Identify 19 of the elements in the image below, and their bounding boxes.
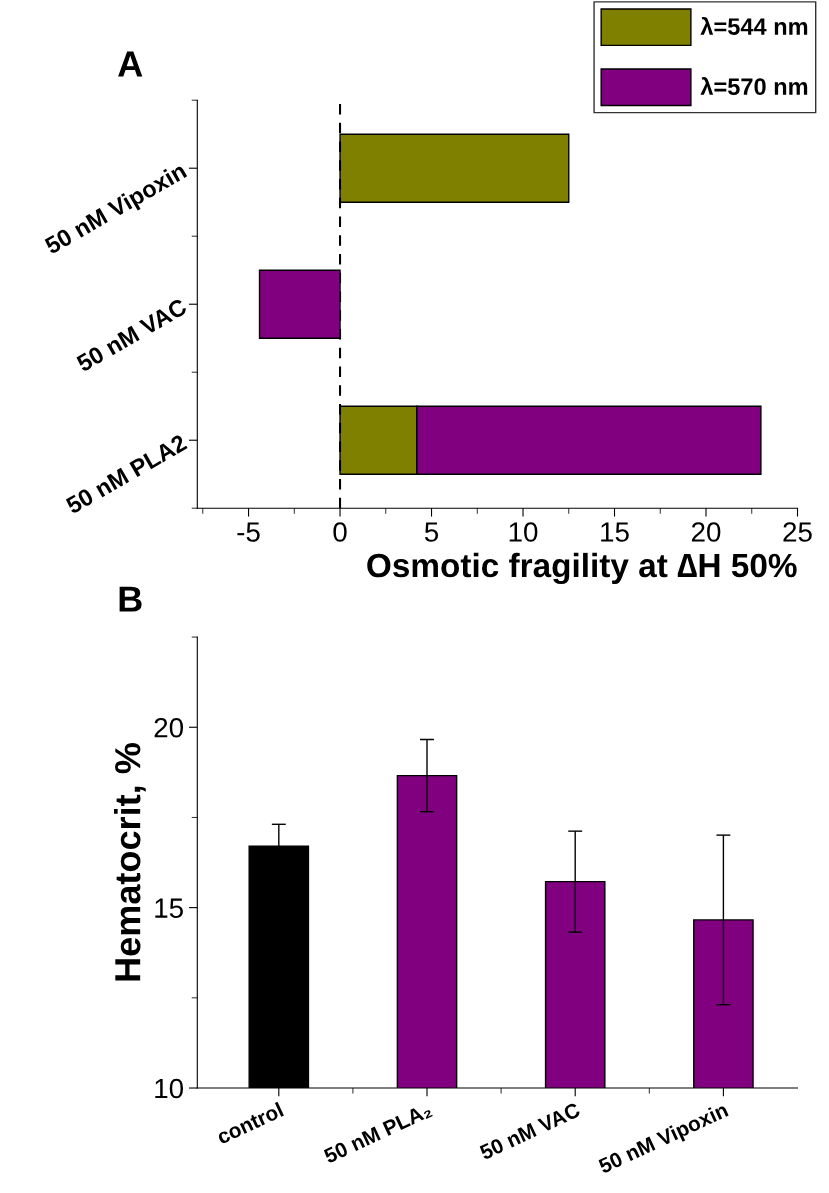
chart-title: B xyxy=(119,586,142,612)
x-tick-label: 0 xyxy=(333,522,347,542)
y-tick-label: 10 xyxy=(155,1078,184,1099)
y-axis-title: Hematocrit, % xyxy=(114,743,146,981)
x-tick-label: 50 nM VAC xyxy=(478,1101,582,1161)
x-tick-label: -5 xyxy=(237,522,260,542)
x-tick-label: 5 xyxy=(424,522,439,542)
legend-label: λ=570 nm xyxy=(700,77,808,95)
y-tick-label: 50 nM VAC xyxy=(75,297,188,373)
x-tick-label: 15 xyxy=(601,522,629,542)
x-tick-label: 25 xyxy=(783,522,812,542)
x-tick-label: 50 nM PLA₂ xyxy=(322,1102,433,1165)
x-tick-label: 20 xyxy=(691,522,721,542)
x-tick-label: 10 xyxy=(509,522,538,542)
y-tick-label: 20 xyxy=(154,717,184,738)
y-tick-label: 15 xyxy=(155,898,183,918)
legend-label: λ=544 nm xyxy=(700,16,808,35)
x-axis-title: Osmotic fragility at ∆H 50% xyxy=(367,552,797,585)
chart-title: A xyxy=(118,51,143,77)
